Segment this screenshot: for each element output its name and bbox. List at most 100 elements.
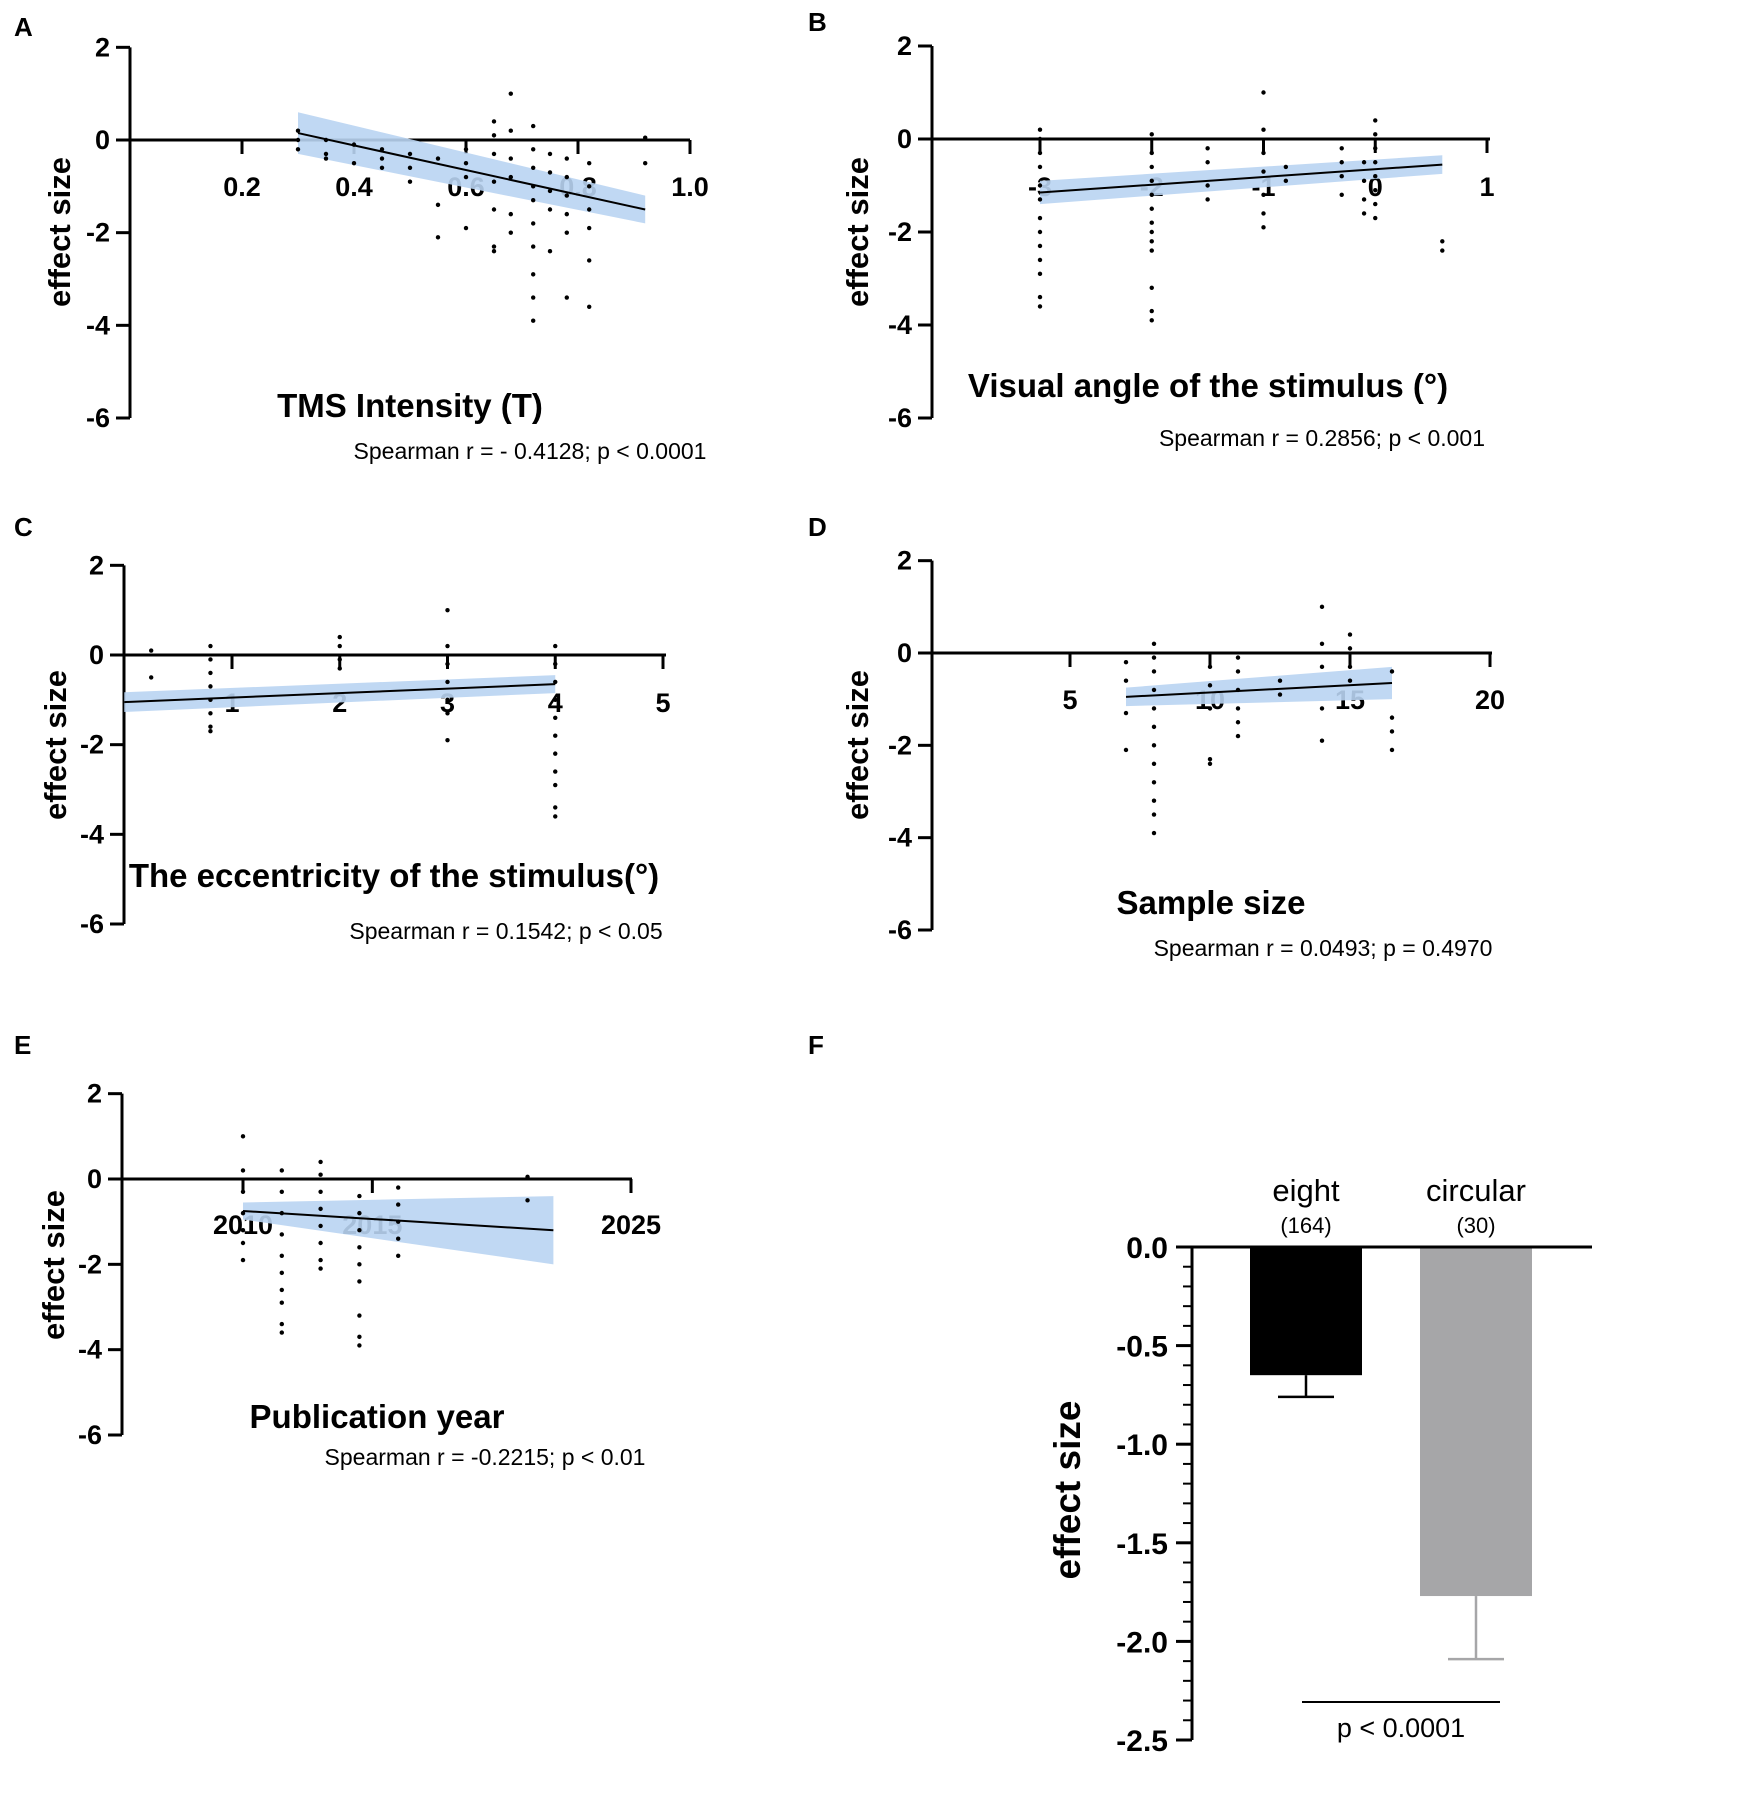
data-point: [357, 1210, 362, 1216]
y-tick-label: 0: [89, 640, 104, 670]
data-point: [318, 1206, 323, 1212]
data-point: [525, 1174, 530, 1180]
data-point: [357, 1343, 362, 1348]
data-point: [445, 607, 450, 613]
count-label: (164): [1280, 1213, 1331, 1238]
data-point: [1319, 641, 1325, 646]
data-point: [531, 123, 536, 129]
data-point: [1235, 687, 1241, 693]
data-point: [1373, 201, 1378, 207]
y-axis-title: effect size: [36, 1190, 71, 1340]
data-point: [508, 174, 513, 180]
y-tick-label: 2: [89, 550, 104, 580]
data-point: [379, 147, 385, 152]
data-point: [445, 643, 450, 649]
data-point: [445, 697, 450, 703]
y-tick-label: 0.0: [1126, 1232, 1168, 1265]
x-tick-label: 2025: [601, 1210, 661, 1240]
confidence-band: [1040, 155, 1443, 205]
x-tick-label: 5: [655, 688, 670, 718]
data-point: [463, 225, 469, 231]
category-label: eight: [1272, 1173, 1340, 1208]
data-point: [357, 1262, 362, 1267]
data-point: [1151, 830, 1157, 836]
data-point: [396, 1219, 401, 1224]
data-point: [564, 174, 569, 180]
data-point: [508, 211, 513, 217]
data-point: [318, 1266, 323, 1271]
data-point: [407, 151, 413, 157]
data-point: [1151, 761, 1157, 766]
data-point: [1149, 178, 1154, 184]
data-point: [553, 715, 558, 720]
data-point: [1205, 146, 1210, 151]
data-point: [1319, 664, 1325, 670]
data-point: [1151, 743, 1157, 748]
data-point: [357, 1279, 362, 1284]
data-point: [337, 657, 342, 662]
data-point: [1283, 178, 1289, 184]
x-tick-label: 20: [1475, 685, 1505, 715]
p-value-annotation: p < 0.0001: [1337, 1713, 1465, 1743]
data-point: [1037, 183, 1043, 188]
data-point: [587, 304, 592, 309]
data-point: [508, 156, 513, 161]
data-point: [148, 675, 154, 680]
data-point: [279, 1189, 284, 1195]
data-point: [491, 244, 497, 249]
data-point: [491, 179, 497, 184]
data-point: [553, 661, 558, 667]
data-point: [407, 165, 413, 170]
data-point: [208, 670, 213, 676]
y-tick-label: -6: [80, 909, 104, 939]
data-point: [318, 1172, 323, 1177]
y-tick-label: -2: [86, 218, 110, 248]
data-point: [1235, 733, 1241, 739]
data-point: [1149, 220, 1154, 225]
data-point: [407, 179, 413, 184]
data-point: [295, 137, 301, 143]
data-point: [1151, 780, 1157, 785]
data-point: [1149, 318, 1154, 323]
data-point: [1261, 192, 1266, 197]
data-point: [240, 1168, 246, 1173]
data-point: [1283, 164, 1289, 170]
data-point: [525, 1198, 530, 1203]
data-point: [445, 661, 450, 667]
data-point: [491, 249, 497, 254]
data-point: [1361, 197, 1367, 202]
data-point: [491, 119, 497, 124]
x-tick-label: 5: [1062, 685, 1077, 715]
data-point: [1347, 664, 1353, 670]
data-point: [279, 1168, 284, 1173]
count-label: (30): [1456, 1213, 1495, 1238]
data-point: [208, 684, 213, 689]
regression-line: [1125, 682, 1393, 698]
y-axis-title: effect size: [42, 157, 77, 307]
data-point: [1037, 271, 1043, 277]
category-label: circular: [1426, 1173, 1526, 1208]
y-tick-label: -2.0: [1116, 1626, 1168, 1659]
data-point: [1123, 660, 1129, 665]
data-point: [531, 295, 536, 300]
x-tick-label: 0.2: [223, 172, 261, 202]
data-point: [564, 211, 569, 217]
data-point: [1373, 146, 1378, 151]
data-point: [1037, 150, 1043, 156]
data-point: [435, 202, 441, 208]
y-tick-label: -4: [86, 310, 110, 340]
x-tick-label: 1: [1479, 172, 1494, 202]
data-point: [491, 133, 497, 138]
data-point: [1319, 738, 1325, 743]
y-tick-label: -6: [78, 1420, 102, 1450]
data-point: [1151, 812, 1157, 817]
data-point: [435, 156, 441, 161]
data-point: [1235, 655, 1241, 660]
y-tick-label: 0: [897, 124, 912, 154]
y-tick-label: -6: [86, 403, 110, 433]
data-point: [208, 724, 213, 729]
data-point: [318, 1159, 323, 1165]
panel-e: E20-2-4-6201020152025Publication yeareff…: [14, 1030, 661, 1470]
data-point: [643, 160, 648, 166]
